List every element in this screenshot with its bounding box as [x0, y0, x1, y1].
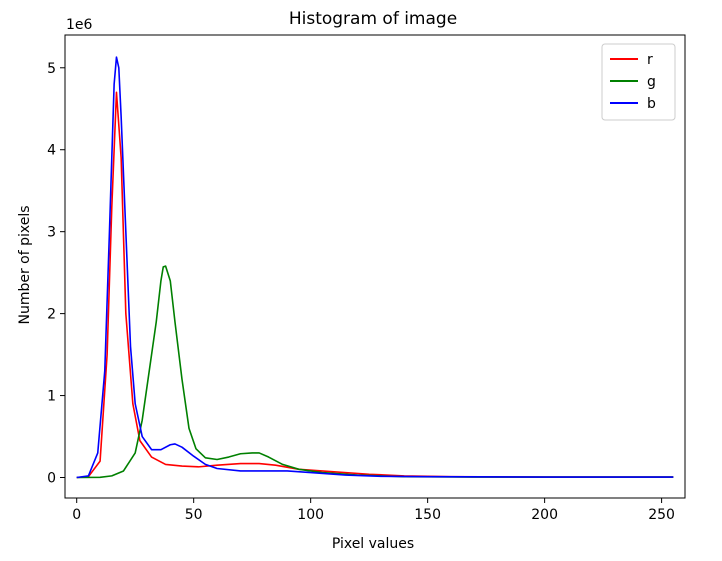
y-tick-label: 3 — [47, 225, 56, 241]
y-tick-label: 2 — [47, 307, 56, 323]
x-axis-label: Pixel values — [332, 536, 414, 552]
y-axis: 0 1 2 3 4 5 — [47, 61, 65, 487]
x-tick-label: 200 — [531, 507, 558, 523]
y-axis-label: Number of pixels — [17, 205, 33, 324]
legend: rgb — [601, 43, 676, 121]
chart-title: Histogram of image — [289, 9, 457, 29]
x-tick-label: 100 — [297, 507, 324, 523]
plot-frame — [64, 34, 686, 499]
y-tick-label: 0 — [47, 471, 56, 487]
legend-label-r: r — [647, 52, 653, 68]
plot-area — [76, 56, 674, 479]
x-tick-label: 250 — [648, 507, 675, 523]
x-axis: 0 50 100 150 200 250 — [72, 498, 675, 523]
y-tick-label: 5 — [47, 61, 56, 77]
series-line-r — [76, 91, 674, 479]
legend-label-g: g — [647, 74, 656, 90]
series-line-b — [76, 56, 674, 479]
series-line-g — [76, 265, 674, 479]
x-tick-label: 50 — [185, 507, 203, 523]
x-tick-label: 150 — [414, 507, 441, 523]
y-tick-label: 4 — [47, 143, 56, 159]
y-tick-label: 1 — [47, 389, 56, 405]
legend-box — [601, 43, 676, 121]
legend-label-b: b — [647, 96, 656, 112]
x-tick-label: 0 — [72, 507, 81, 523]
y-scale-label: 1e6 — [66, 17, 93, 33]
